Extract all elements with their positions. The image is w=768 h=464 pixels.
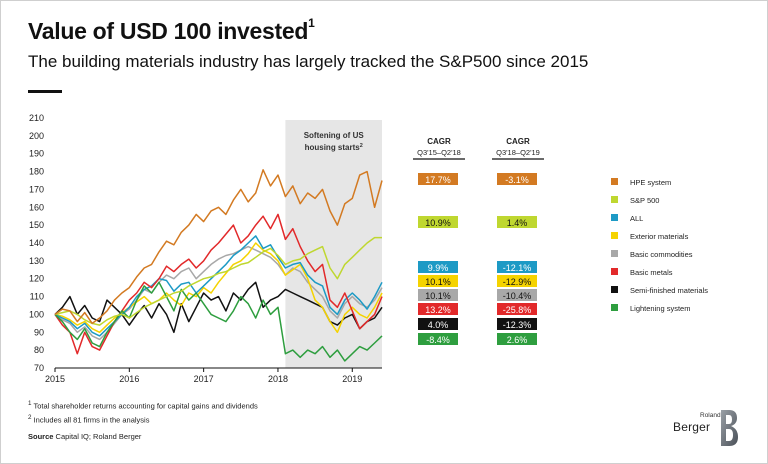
cagr-box	[418, 303, 458, 315]
series-line-lightening-system	[54, 281, 383, 362]
cagr-value: 17.7%	[425, 175, 451, 185]
cagr-value: 4.0%	[428, 320, 449, 330]
chart-title: Value of USD 100 invested1	[28, 16, 315, 44]
x-tick-label: 2019	[342, 374, 362, 384]
cagr-value: 9.9%	[428, 263, 449, 273]
y-tick-label: 150	[29, 220, 44, 230]
legend-swatch	[611, 214, 618, 221]
y-tick-label: 80	[34, 345, 44, 355]
cagr-value: 10.1%	[425, 277, 451, 287]
b-mark-icon	[721, 410, 738, 446]
cagr-value: -3.1%	[505, 175, 529, 185]
y-tick-label: 190	[29, 149, 44, 159]
cagr-box	[418, 333, 458, 345]
legend-swatch	[611, 268, 618, 275]
y-tick-label: 110	[30, 292, 44, 302]
cagr-value: -25.8%	[503, 305, 532, 315]
footnote-1: 1 Total shareholder returns accounting f…	[28, 400, 258, 411]
y-tick-label: 100	[29, 309, 44, 319]
legend-swatch	[611, 178, 618, 185]
legend-label: Basic commodities	[630, 250, 693, 259]
cagr-box	[497, 275, 537, 287]
chart-subtitle: The building materials industry has larg…	[28, 52, 589, 71]
series-line-exterior-materials	[54, 242, 383, 334]
cagr-value: -8.4%	[426, 335, 450, 345]
cagr-box	[497, 318, 537, 330]
legend-swatch	[611, 286, 618, 293]
legend-label: Lightening system	[630, 304, 690, 313]
y-tick-label: 180	[29, 167, 44, 177]
series-line-hpe-system	[54, 169, 383, 325]
cagr-box	[418, 318, 458, 330]
series-line-s-p-500	[54, 236, 382, 326]
source-note: Source Capital IQ; Roland Berger	[28, 432, 142, 441]
cagr-value: 2.6%	[507, 335, 528, 345]
footnote-2: 2 Includes all 81 firms in the analysis	[28, 413, 150, 425]
cagr-value: 10.9%	[425, 218, 451, 228]
cagr-header-2-line2: Q3'18–Q2'19	[496, 148, 540, 157]
cagr-box	[497, 303, 537, 315]
series-lines	[54, 169, 383, 362]
legend-swatch	[611, 250, 618, 257]
y-tick-label: 210	[29, 113, 44, 123]
cagr-box	[497, 261, 537, 273]
footnotes: 1 Total shareholder returns accounting f…	[28, 398, 258, 442]
cagr-value: 1.4%	[507, 218, 528, 228]
x-tick-label: 2016	[119, 374, 139, 384]
cagr-value: -12.3%	[503, 320, 532, 330]
x-tick-label: 2018	[268, 374, 288, 384]
shaded-region-label-2: housing starts2	[305, 143, 363, 152]
legend-label: Exterior materials	[630, 232, 689, 241]
y-tick-label: 70	[34, 363, 44, 373]
cagr-box	[497, 216, 537, 228]
legend-label: HPE system	[630, 178, 671, 187]
cagr-header-1-line1: CAGR	[427, 137, 451, 146]
cagr-header-1-line2: Q3'15–Q2'18	[417, 148, 461, 157]
cagr-value: -10.4%	[503, 291, 532, 301]
x-tick-label: 2017	[194, 374, 214, 384]
cagr-box	[497, 333, 537, 345]
cagr-box	[497, 173, 537, 185]
y-tick-label: 200	[29, 131, 44, 141]
cagr-value: 13.2%	[425, 305, 451, 315]
y-tick-label: 120	[29, 274, 44, 284]
legend-swatch	[611, 232, 618, 239]
legend-label: Basic metals	[630, 268, 673, 277]
y-tick-label: 170	[29, 184, 44, 194]
legend-label: Semi-finished materials	[630, 286, 708, 295]
cagr-value: -12.1%	[503, 263, 532, 273]
legend-label: S&P 500	[630, 196, 659, 205]
cagr-box	[418, 173, 458, 185]
x-axis: 2015 2016 2017 2018 2019	[45, 368, 362, 384]
cagr-value: -12.9%	[503, 277, 532, 287]
cagr-box	[418, 275, 458, 287]
shaded-region-label: Softening of US	[304, 131, 365, 140]
y-tick-label: 90	[34, 327, 44, 337]
cagr-box	[418, 289, 458, 301]
cagr-value: 10.1%	[425, 291, 451, 301]
cagr-table: 17.7% -3.1% 10.9% 1.4% 9.9% -12.1% 10.1% -12.9%…	[418, 173, 537, 345]
cagr-box	[418, 261, 458, 273]
series-line-basic-metals	[54, 213, 383, 355]
legend: HPE system S&P 500 ALL Exterior materials Ba…	[611, 178, 708, 313]
x-tick-label: 2015	[45, 374, 65, 384]
legend-label: ALL	[630, 214, 643, 223]
cagr-box	[418, 216, 458, 228]
y-tick-label: 160	[29, 202, 44, 212]
legend-swatch	[611, 304, 618, 311]
series-line-all	[54, 235, 383, 337]
cagr-box	[497, 289, 537, 301]
y-tick-label: 140	[29, 238, 44, 248]
cagr-header-2-line1: CAGR	[506, 137, 530, 146]
legend-swatch	[611, 196, 618, 203]
y-tick-label: 130	[29, 256, 44, 266]
title-rule	[28, 90, 62, 93]
y-axis: 70 80 90 100 110 120 130 140 150 160 170 180 190 200 2…	[29, 113, 44, 373]
